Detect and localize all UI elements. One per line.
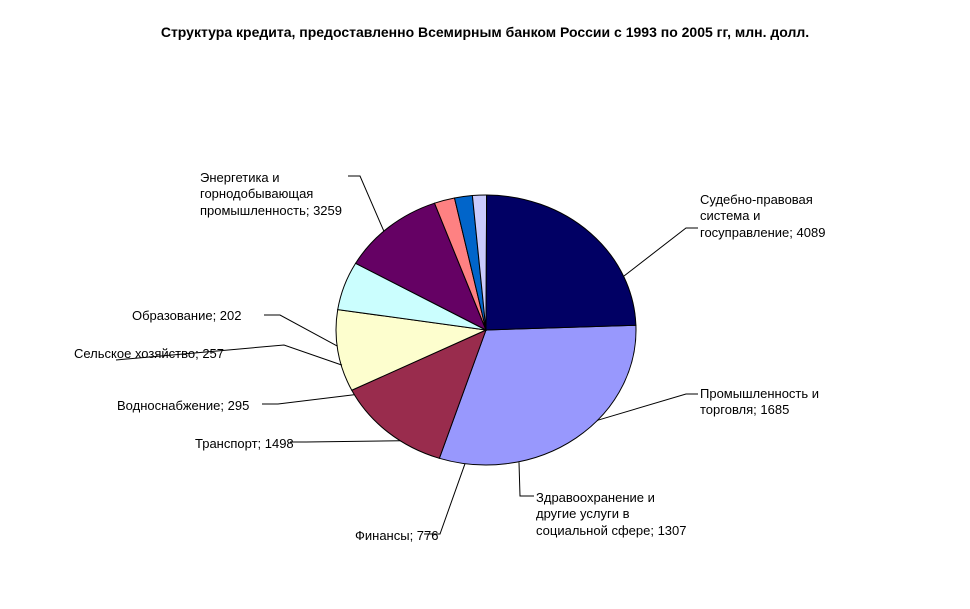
pie-slice-label: Водноснабжение; 295 [117, 398, 249, 414]
pie-slice-label: Здравоохранение и другие услуги в социал… [536, 490, 686, 539]
pie-slice-label: Судебно-правовая система и госуправление… [700, 192, 825, 241]
leader-line [519, 462, 534, 496]
chart-container: Структура кредита, предоставленно Всемир… [0, 0, 970, 604]
pie-slice-label: Транспорт; 1498 [195, 436, 294, 452]
chart-title: Структура кредита, предоставленно Всемир… [0, 24, 970, 40]
leader-line [348, 176, 384, 231]
leader-line [624, 228, 698, 276]
pie-slice-label: Финансы; 776 [355, 528, 439, 544]
pie-slice-label: Образование; 202 [132, 308, 242, 324]
leader-line [264, 315, 338, 346]
leader-line [290, 441, 401, 442]
pie-slice-label: Промышленность и торговля; 1685 [700, 386, 819, 419]
leader-line [262, 395, 354, 404]
leader-line [424, 464, 465, 534]
pie-slice [486, 195, 636, 330]
pie-chart-svg [0, 0, 970, 604]
pie-slice-label: Энергетика и горнодобывающая промышленно… [200, 170, 342, 219]
pie-slice-label: Сельское хозяйство; 257 [74, 346, 224, 362]
